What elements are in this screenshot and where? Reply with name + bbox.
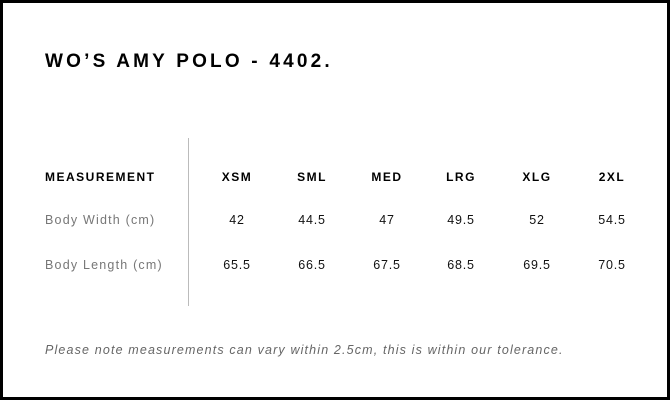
- size-header-xsm: XSM: [221, 170, 253, 184]
- table-cell: 47: [379, 213, 395, 227]
- size-header-xlg: XLG: [522, 170, 552, 184]
- table-cell: 67.5: [373, 258, 401, 272]
- page-title: WO’S AMY POLO - 4402.: [45, 51, 333, 72]
- table-cell: 49.5: [447, 213, 475, 227]
- size-header-med: MED: [371, 170, 403, 184]
- size-header-2xl: 2XL: [598, 170, 626, 184]
- table-cell: 42: [229, 213, 245, 227]
- table-cell: 52: [529, 213, 545, 227]
- size-header-sml: SML: [297, 170, 327, 184]
- table-cell: 65.5: [223, 258, 251, 272]
- table-cell: 44.5: [298, 213, 326, 227]
- row-label: Body Length (cm): [45, 258, 163, 272]
- table-cell: 68.5: [447, 258, 475, 272]
- size-header-lrg: LRG: [446, 170, 476, 184]
- table-cell: 66.5: [298, 258, 326, 272]
- tolerance-note: Please note measurements can vary within…: [45, 343, 564, 357]
- table-cell: 54.5: [598, 213, 626, 227]
- column-divider: [188, 138, 189, 306]
- table-cell: 70.5: [598, 258, 626, 272]
- row-label: Body Width (cm): [45, 213, 156, 227]
- measurement-header: MEASUREMENT: [45, 170, 156, 184]
- table-cell: 69.5: [523, 258, 551, 272]
